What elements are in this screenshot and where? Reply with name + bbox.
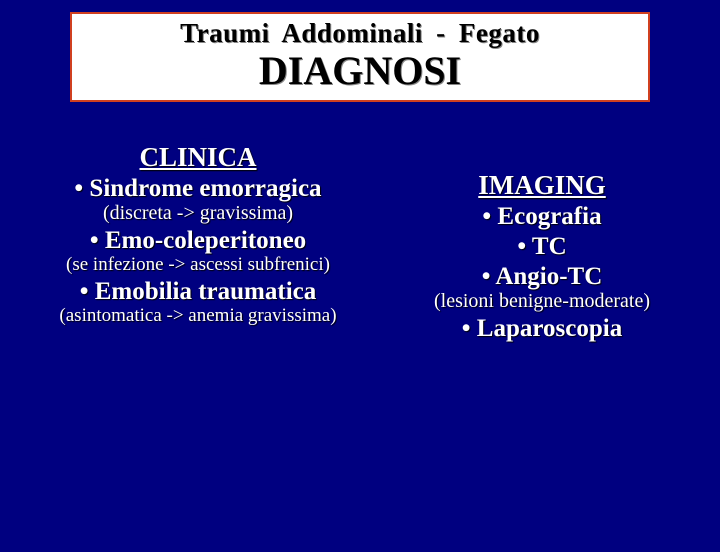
- list-subitem: (asintomatica -> anemia gravissima): [28, 305, 368, 327]
- list-subitem: (se infezione -> ascessi subfrenici): [28, 254, 368, 276]
- content-area: CLINICA • Sindrome emorragica (discreta …: [0, 142, 720, 343]
- imaging-title: IMAGING: [392, 170, 692, 201]
- list-item: • Sindrome emorragica: [28, 175, 368, 203]
- list-item: • Ecografia: [392, 203, 692, 231]
- subtitle-text: Traumi Addominali - Fegato: [80, 18, 640, 49]
- title-box: Traumi Addominali - Fegato DIAGNOSI: [70, 12, 650, 102]
- list-item: • TC: [392, 233, 692, 261]
- right-column: IMAGING • Ecografia • TC • Angio-TC (les…: [392, 170, 692, 343]
- list-subitem: (discreta -> gravissima): [28, 202, 368, 225]
- clinica-title: CLINICA: [28, 142, 368, 173]
- list-item: • Angio-TC: [392, 263, 692, 291]
- list-item: • Laparoscopia: [392, 315, 692, 343]
- list-subitem: (lesioni benigne-moderate): [392, 290, 692, 313]
- list-item: • Emo-coleperitoneo: [28, 227, 368, 255]
- left-column: CLINICA • Sindrome emorragica (discreta …: [28, 142, 368, 343]
- title-text: DIAGNOSI: [80, 47, 640, 94]
- list-item: • Emobilia traumatica: [28, 278, 368, 306]
